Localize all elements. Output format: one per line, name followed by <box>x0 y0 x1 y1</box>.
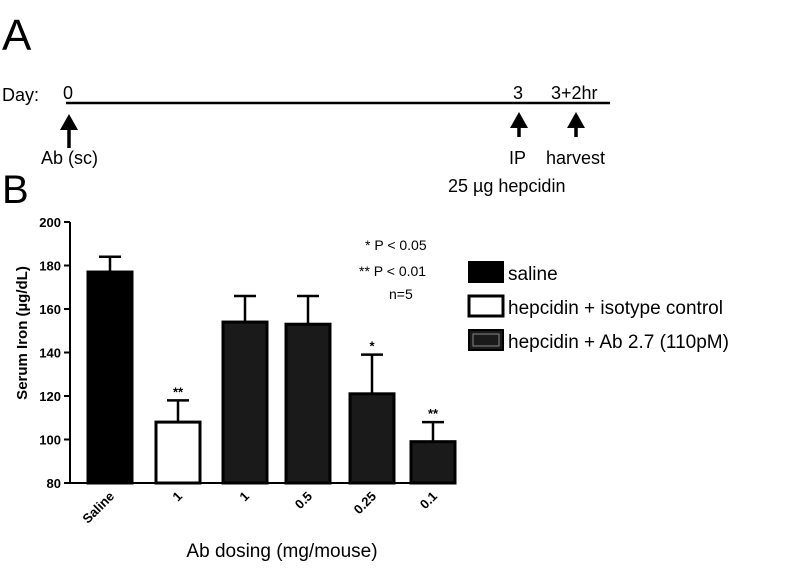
event-ip: IP <box>509 148 526 168</box>
legend-label-isotype: hepcidin + isotype control <box>508 298 723 319</box>
bar <box>154 420 202 485</box>
arrow-up-icon <box>60 114 78 148</box>
legend-item-isotype: hepcidin + isotype control <box>467 294 723 319</box>
y-tick-label: 160 <box>39 302 61 317</box>
bar <box>221 320 269 485</box>
stats-n: n=5 <box>389 286 413 302</box>
panel-b-label: B <box>2 168 29 212</box>
bar <box>409 440 457 485</box>
day-mark-3: 3 <box>513 83 523 103</box>
significance-label: ** <box>428 406 439 421</box>
significance-label: ** <box>173 384 184 399</box>
legend-item-saline: saline <box>468 261 558 285</box>
x-tick-label: 0.25 <box>351 489 380 518</box>
bar <box>86 270 134 485</box>
legend-label-ab: hepcidin + Ab 2.7 (110pM) <box>508 332 729 353</box>
legend: saline hepcidin + isotype control hepcid… <box>467 261 729 353</box>
x-tick-label: 0.1 <box>417 489 440 512</box>
x-tick-label: 0.5 <box>292 489 315 512</box>
event-ab-sc: Ab (sc) <box>41 148 98 168</box>
day-mark-0: 0 <box>63 83 73 103</box>
stats-p001: ** P < 0.01 <box>359 263 426 279</box>
x-tick-label: Saline <box>79 489 117 527</box>
arrow-up-icon <box>510 112 528 137</box>
y-tick-label: 120 <box>39 389 61 404</box>
legend-label-saline: saline <box>508 264 558 285</box>
legend-swatch-saline <box>468 261 504 283</box>
panel-a-label: A <box>2 11 32 60</box>
y-tick-label: 200 <box>39 215 61 230</box>
legend-item-ab: hepcidin + Ab 2.7 (110pM) <box>468 329 729 353</box>
legend-swatch-ab <box>468 329 504 351</box>
y-tick-label: 100 <box>39 433 61 448</box>
bar <box>284 322 332 485</box>
day-mark-3-2hr: 3+2hr <box>551 83 598 103</box>
day-prefix: Day: <box>2 85 39 105</box>
y-tick-label: 140 <box>39 346 61 361</box>
dose-label: 25 µg hepcidin <box>448 176 565 196</box>
event-harvest: harvest <box>546 148 605 168</box>
legend-swatch-isotype <box>467 294 505 318</box>
significance-label: * <box>369 339 375 354</box>
y-axis: 80 100 120 140 160 180 200 <box>39 215 71 491</box>
x-tick-label: 1 <box>236 489 252 505</box>
stats-p005: * P < 0.05 <box>365 237 427 253</box>
y-tick-label: 80 <box>47 476 61 491</box>
x-axis-label: Ab dosing (mg/mouse) <box>186 541 377 562</box>
y-axis-label: Serum Iron (µg/dL) <box>14 266 31 400</box>
x-tick-label: 1 <box>169 489 185 505</box>
arrow-up-icon <box>567 112 585 137</box>
y-tick-label: 180 <box>39 259 61 274</box>
bar <box>348 392 396 485</box>
